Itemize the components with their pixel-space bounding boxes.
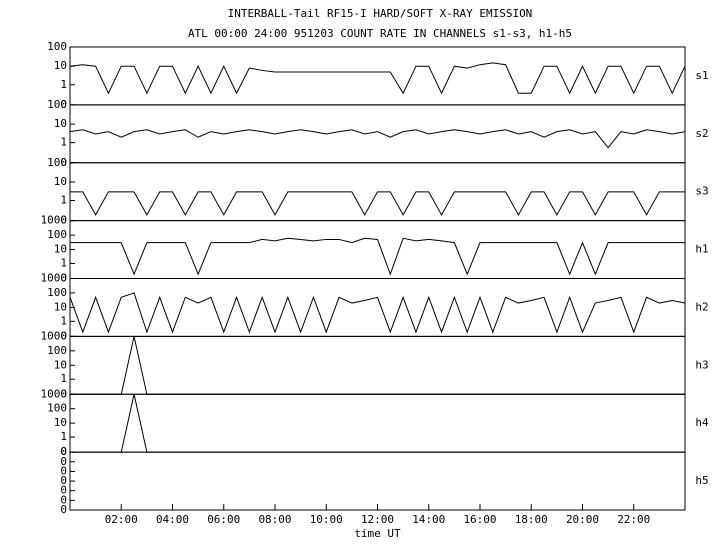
x-tick-label: 10:00 xyxy=(310,513,343,526)
y-tick-label: 100 xyxy=(47,40,67,53)
data-line xyxy=(70,394,685,453)
y-tick-label: 100 xyxy=(47,344,67,357)
y-tick-label: 0 xyxy=(60,484,67,497)
y-tick-label: 1000 xyxy=(41,214,68,227)
panel-frame xyxy=(69,220,686,279)
x-tick-label: 20:00 xyxy=(566,513,599,526)
panel-label: h2 xyxy=(695,300,708,313)
y-tick-label: 10 xyxy=(54,243,67,256)
y-tick-label: 0 xyxy=(60,445,67,458)
x-axis-label: time UT xyxy=(354,527,401,540)
y-tick-label: 1000 xyxy=(41,272,68,285)
x-tick-label: 06:00 xyxy=(207,513,240,526)
chart-title: INTERBALL-Tail RF15-I HARD/SOFT X-RAY EM… xyxy=(228,7,533,20)
panel-label: s1 xyxy=(695,69,708,82)
panel-frame xyxy=(69,393,686,453)
y-tick-label: 0 xyxy=(60,503,67,516)
x-tick-label: 08:00 xyxy=(258,513,291,526)
panel-frame xyxy=(69,278,686,337)
y-tick-label: 1 xyxy=(60,314,67,327)
data-line xyxy=(69,62,686,95)
y-tick-label: 0 xyxy=(60,329,67,342)
y-tick-label: 1 xyxy=(60,136,67,149)
data-line xyxy=(70,336,685,395)
panel-label: s2 xyxy=(695,127,708,140)
y-tick-label: 100 xyxy=(47,286,67,299)
y-tick-label: 0 xyxy=(60,98,67,111)
y-tick-label: 1000 xyxy=(41,387,68,400)
x-tick-label: 18:00 xyxy=(515,513,548,526)
y-tick-label: 0 xyxy=(60,493,67,506)
y-tick-label: 0 xyxy=(60,455,67,468)
panel-label: s3 xyxy=(695,185,708,198)
panel-frame xyxy=(69,46,686,106)
y-tick-label: 10 xyxy=(54,300,67,313)
x-tick-label: 04:00 xyxy=(156,513,189,526)
y-tick-label: 10 xyxy=(54,175,67,188)
y-tick-label: 100 xyxy=(47,98,67,111)
y-tick-label: 1 xyxy=(60,256,67,269)
y-tick-label: 100 xyxy=(47,156,67,169)
y-tick-label: 0 xyxy=(60,272,67,285)
y-tick-label: 0 xyxy=(60,214,67,227)
y-tick-label: 1 xyxy=(60,78,67,91)
panel-label: h4 xyxy=(695,416,709,429)
y-tick-label: 10 xyxy=(54,117,67,130)
x-tick-label: 02:00 xyxy=(105,513,138,526)
panel-frame xyxy=(69,335,686,395)
y-tick-label: 100 xyxy=(47,228,67,241)
x-tick-label: 16:00 xyxy=(463,513,496,526)
data-line xyxy=(70,191,685,216)
y-tick-label: 1 xyxy=(60,372,67,385)
data-line xyxy=(70,237,685,276)
y-tick-label: 10 xyxy=(54,59,67,72)
chart-subtitle: ATL 00:00 24:00 951203 COUNT RATE IN CHA… xyxy=(188,27,572,40)
x-tick-label: 12:00 xyxy=(361,513,394,526)
panel-label: h3 xyxy=(695,358,708,371)
y-tick-label: 1000 xyxy=(41,329,68,342)
y-tick-label: 1 xyxy=(60,194,67,207)
y-tick-label: 0 xyxy=(60,445,67,458)
data-line xyxy=(69,129,686,149)
y-tick-label: 10 xyxy=(54,416,67,429)
y-tick-label: 1 xyxy=(60,430,67,443)
y-tick-label: 0 xyxy=(60,156,67,169)
panel-frame xyxy=(69,451,686,511)
panel-label: h1 xyxy=(695,243,708,256)
y-tick-label: 0 xyxy=(60,474,67,487)
x-tick-label: 22:00 xyxy=(617,513,650,526)
data-line xyxy=(69,292,686,334)
y-tick-label: 100 xyxy=(47,402,67,415)
y-tick-label: 10 xyxy=(54,358,67,371)
y-tick-label: 0 xyxy=(60,387,67,400)
x-tick-label: 14:00 xyxy=(412,513,445,526)
panel-label: h5 xyxy=(695,474,708,487)
y-tick-label: 0 xyxy=(60,464,67,477)
